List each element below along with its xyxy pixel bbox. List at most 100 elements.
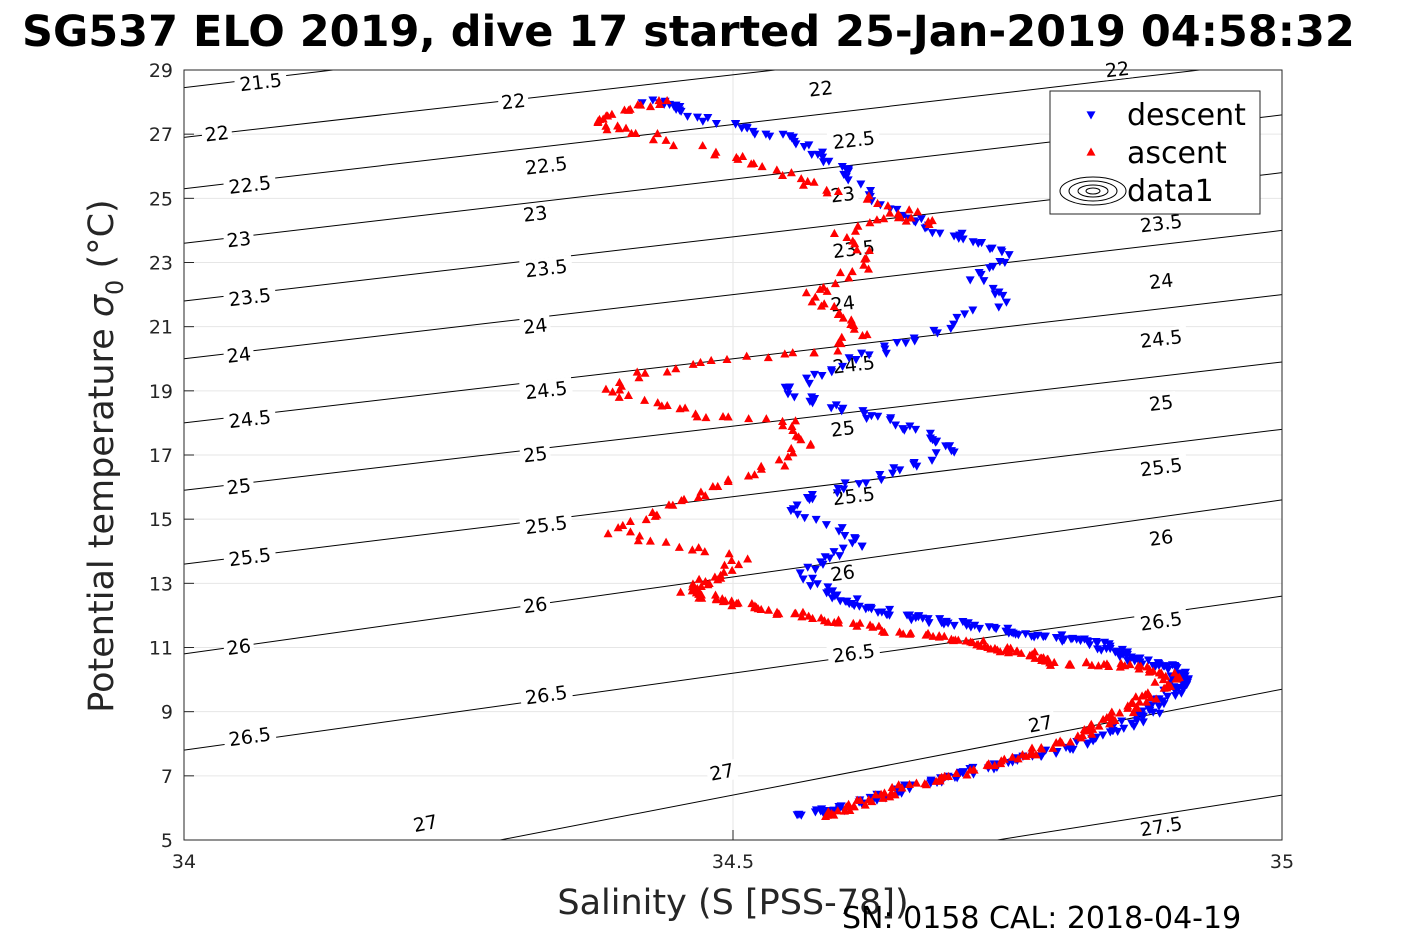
- ascent-point: [796, 174, 806, 183]
- ascent-point: [996, 759, 1006, 768]
- descent-point: [866, 605, 876, 614]
- descent-point: [829, 548, 839, 557]
- isopycnal-label-bg: [518, 592, 552, 617]
- ascent-point: [662, 95, 672, 105]
- ascent-point: [798, 607, 808, 616]
- descent-point: [885, 416, 895, 425]
- ascent-point: [698, 141, 708, 150]
- ascent-point: [823, 617, 833, 626]
- descent-point: [926, 779, 936, 788]
- ascent-point: [879, 214, 889, 223]
- ascent-point: [633, 536, 643, 545]
- ascent-point: [652, 129, 662, 138]
- ascent-point: [761, 414, 771, 423]
- descent-point: [991, 625, 1001, 634]
- descent-point: [1101, 645, 1111, 654]
- descent-point: [1130, 655, 1140, 664]
- descent-point: [1013, 631, 1023, 640]
- ascent-point: [623, 390, 633, 399]
- descent-point: [1057, 631, 1067, 640]
- descent-point: [1132, 717, 1142, 726]
- isopycnal-line: [184, 294, 1282, 424]
- ascent-point: [1133, 703, 1143, 712]
- ascent-point: [968, 638, 978, 647]
- ascent-point: [679, 494, 689, 503]
- isopycnal-label: 24: [226, 343, 253, 368]
- ascent-point: [1002, 643, 1012, 652]
- ascent-point: [1081, 657, 1091, 666]
- descent-point: [889, 464, 899, 473]
- descent-point: [895, 466, 905, 475]
- descent-point: [837, 162, 847, 172]
- descent-point: [911, 425, 921, 434]
- descent-point: [1159, 700, 1169, 709]
- descent-point: [810, 808, 820, 817]
- ascent-point: [723, 475, 733, 484]
- ascent-point: [864, 264, 874, 273]
- descent-point: [804, 379, 814, 388]
- legend-ascent-marker: [1086, 147, 1096, 156]
- ascent-point: [1146, 692, 1156, 701]
- isopycnal-label-bg: [826, 416, 859, 441]
- ascent-point: [727, 555, 737, 565]
- ascent-point: [1170, 668, 1180, 677]
- ascent-point: [819, 299, 829, 308]
- isopycnal-label: 27: [1026, 711, 1054, 737]
- y-tick-label: 25: [149, 188, 173, 210]
- ascent-point: [894, 780, 904, 789]
- isopycnal-label-bg: [1145, 269, 1178, 293]
- ascent-point: [694, 574, 704, 583]
- ascent-point: [668, 140, 678, 150]
- calibration-footer: SN: 0158 CAL: 2018-04-19: [842, 901, 1241, 936]
- ascent-point: [601, 384, 611, 393]
- isopycnal-label: 23.5: [1139, 211, 1184, 238]
- ascent-point: [763, 353, 773, 362]
- ascent-point: [859, 260, 869, 269]
- isopycnal-label-bg: [1134, 210, 1189, 236]
- descent-point: [1163, 665, 1173, 674]
- ascent-point: [712, 595, 722, 604]
- y-axis-label-main: Potential temperature: [82, 317, 122, 713]
- descent-point: [998, 291, 1008, 301]
- descent-point: [1092, 639, 1102, 648]
- isopycnal-label-bg: [519, 442, 552, 466]
- ascent-point: [1048, 743, 1058, 752]
- descent-point: [976, 270, 986, 280]
- descent-point: [856, 180, 866, 189]
- ascent-point: [1107, 707, 1117, 716]
- isopycnal-label: 26: [522, 593, 549, 618]
- ascent-point: [887, 782, 897, 792]
- ascent-point: [883, 201, 893, 210]
- descent-point: [808, 399, 818, 408]
- descent-point: [958, 768, 968, 778]
- ascent-point: [1037, 653, 1047, 662]
- descent-point: [873, 412, 883, 421]
- x-tick-label: 34.5: [712, 851, 754, 873]
- descent-point: [844, 167, 854, 176]
- ascent-point: [693, 492, 703, 502]
- ascent-point: [829, 617, 839, 626]
- ascent-point: [864, 795, 874, 804]
- data-points: [593, 95, 1193, 821]
- ascent-point: [787, 421, 797, 430]
- isopycnal-label-bg: [519, 511, 574, 538]
- descent-point: [1143, 656, 1153, 665]
- isopycnal-label: 25: [1148, 391, 1175, 416]
- descent-point: [784, 385, 794, 394]
- ascent-point: [746, 159, 756, 168]
- descent-point: [962, 621, 972, 630]
- ascent-point: [687, 545, 697, 554]
- ascent-point: [1102, 659, 1112, 668]
- ascent-point: [640, 368, 650, 377]
- ascent-point: [788, 348, 798, 357]
- ascent-point: [1128, 707, 1138, 717]
- isopycnal-label-bg: [222, 227, 255, 251]
- ascent-point: [872, 215, 882, 224]
- isopycnal-label-bg: [1134, 325, 1189, 352]
- ascent-point: [1027, 743, 1037, 752]
- ascent-point: [810, 292, 820, 301]
- descent-point: [888, 469, 898, 478]
- ascent-point: [780, 349, 790, 358]
- ascent-point: [614, 377, 624, 387]
- descent-point: [949, 621, 959, 630]
